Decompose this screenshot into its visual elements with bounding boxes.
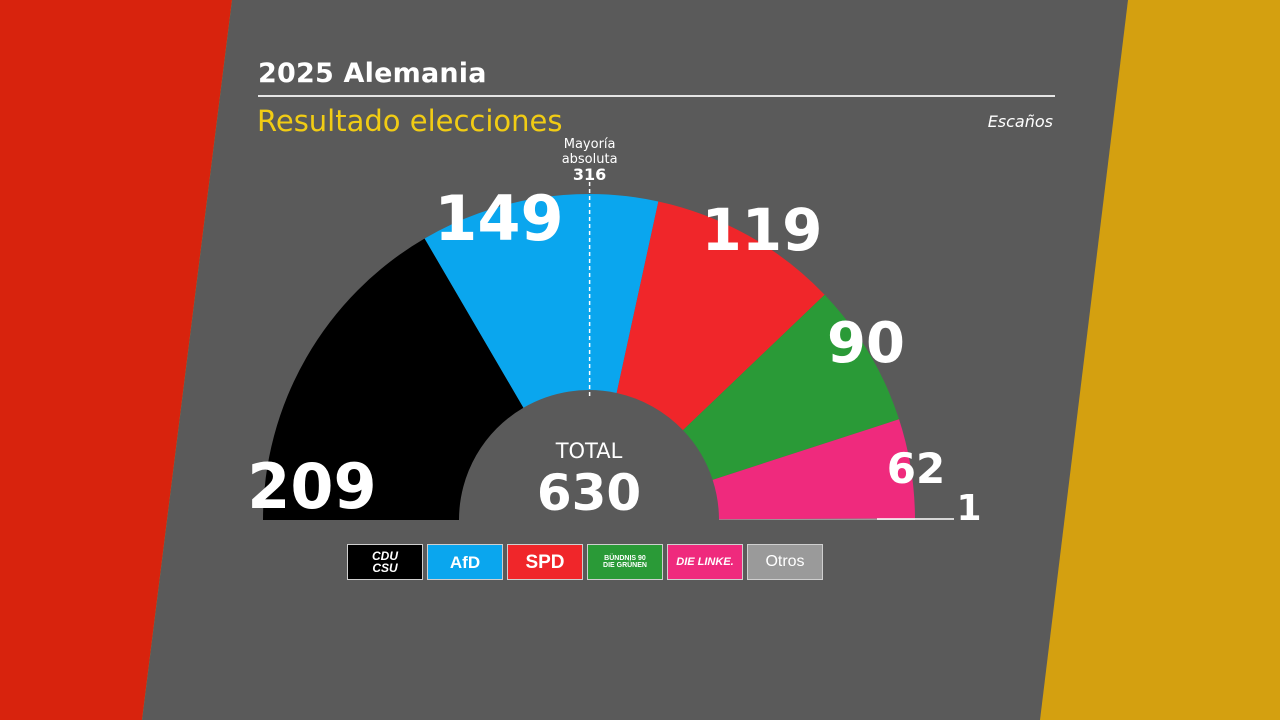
seat-segment-0 (263, 238, 524, 520)
legend-cdu-csu-label: CDU CSU (372, 549, 398, 575)
legend-spd-label: SPD (525, 551, 565, 573)
legend-otros-label: Otros (765, 553, 805, 570)
legend-afd: AfD (427, 544, 503, 580)
seat-segment-1 (424, 194, 659, 408)
legend-gruene-label: BÜNDNIS 90 DIE GRÜNEN (603, 555, 647, 569)
title-divider (258, 95, 1055, 97)
legend-linke-label: DIE LINKE. (676, 555, 734, 568)
seat-segment-2 (616, 201, 825, 431)
total-value: 630 (537, 464, 641, 522)
seat-label-4: 62 (887, 444, 945, 493)
seat-label-1: 149 (434, 182, 563, 255)
chart-subtitle: Resultado elecciones (257, 104, 563, 138)
seat-label-3: 90 (827, 311, 905, 376)
legend-otros: Otros (747, 544, 823, 580)
seat-segment-4 (712, 419, 915, 520)
seat-label-0: 209 (247, 450, 376, 523)
seat-segment-3 (682, 294, 900, 480)
left-band (0, 0, 232, 720)
chart-title: 2025 Alemania (258, 58, 487, 89)
legend-gruene: BÜNDNIS 90 DIE GRÜNEN (587, 544, 663, 580)
majority-value: 316 (573, 165, 606, 184)
seat-label-2: 119 (701, 196, 822, 264)
legend-linke: DIE LINKE. (667, 544, 743, 580)
seat-label-5: 1 (956, 488, 981, 529)
seat-segment-5 (718, 518, 915, 520)
legend-cdu-csu: CDU CSU (347, 544, 423, 580)
units-label: Escaños (987, 112, 1053, 131)
total-label: TOTAL (555, 439, 623, 463)
legend: CDU CSU AfD SPD BÜNDNIS 90 DIE GRÜNEN DIE … (347, 544, 823, 580)
majority-label-line1: Mayoría (564, 137, 616, 152)
majority-label-line2: absoluta (562, 152, 618, 167)
legend-afd-label: AfD (449, 552, 481, 572)
legend-spd: SPD (507, 544, 583, 580)
